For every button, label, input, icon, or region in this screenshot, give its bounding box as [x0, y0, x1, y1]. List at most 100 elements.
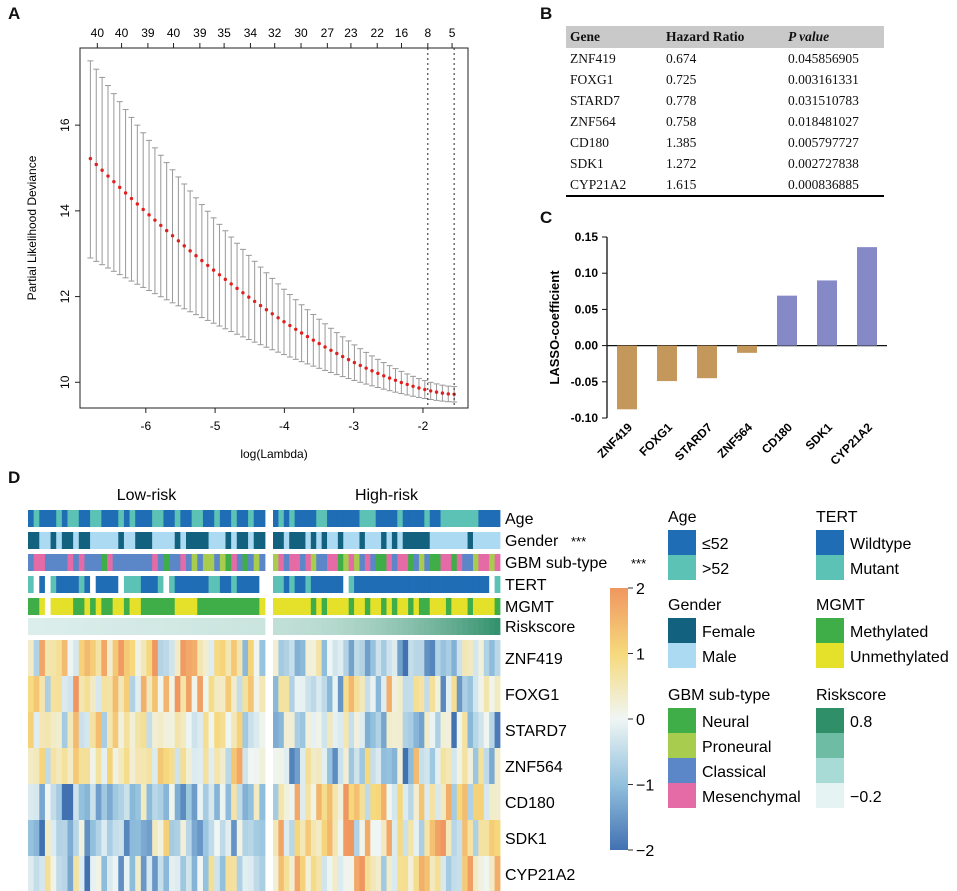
mean-point: [106, 174, 110, 178]
riskscore-legend-swatch: [816, 733, 844, 758]
heatmap-cell: [112, 748, 119, 785]
heatmap-cell: [191, 748, 198, 785]
riskscore-cell: [118, 618, 125, 635]
heatmap-cell: [283, 748, 290, 785]
annotation-cell: [305, 510, 312, 527]
annotation-cell: [169, 532, 176, 549]
heatmap-cell: [39, 820, 46, 857]
heatmap-cell: [248, 640, 255, 677]
heatmap-cell: [332, 640, 339, 677]
heatmap-cell: [375, 748, 382, 785]
annotation-cell: [118, 598, 125, 615]
heatmap-cell: [248, 676, 255, 713]
gender-legend-swatch: [668, 643, 696, 668]
heatmap-cell: [61, 640, 68, 677]
gene-label: FOXG1: [505, 687, 559, 704]
gender-legend-label: Male: [702, 649, 737, 666]
heatmap-cell: [231, 712, 238, 749]
heatmap-cell: [219, 784, 226, 821]
riskscore-cell: [370, 618, 377, 635]
heatmap-cell: [359, 748, 366, 785]
heatmap-cell: [402, 820, 409, 857]
riskscore-cell: [107, 618, 114, 635]
annotation-cell: [95, 510, 102, 527]
heatmap-cell: [107, 820, 114, 857]
heatmap-cell: [386, 748, 393, 785]
annotation-cell: [112, 576, 119, 593]
bar-cd180: [777, 295, 797, 346]
heatmap-cell: [418, 856, 425, 891]
annotation-cell: [197, 510, 204, 527]
annotation-cell: [424, 554, 431, 571]
mean-point: [340, 354, 345, 359]
heatmap-cell: [219, 676, 226, 713]
annotation-cell: [316, 510, 323, 527]
heatmap-cell: [253, 712, 260, 749]
annotation-cell: [408, 598, 414, 615]
annotation-cell: [354, 532, 360, 549]
heatmap-cell: [50, 748, 57, 785]
heatmap-cell: [61, 676, 68, 713]
heatmap-cell: [253, 676, 260, 713]
annotation-cell: [135, 576, 142, 593]
annotation-cell: [456, 598, 463, 615]
annotation-cell: [489, 598, 495, 615]
heatmap-cell: [359, 640, 366, 677]
table-row: CD180 1.385 0.005797727: [566, 132, 884, 153]
heatmap-cell: [90, 640, 97, 677]
heatmap-cell: [364, 748, 371, 785]
riskscore-cell: [386, 618, 393, 635]
riskscore-cell: [39, 618, 46, 635]
annotation-cell: [310, 598, 317, 615]
tert-legend-label: Mutant: [850, 561, 899, 578]
heatmap-cell: [364, 784, 371, 821]
mean-point: [182, 244, 186, 248]
heatmap-cell: [489, 712, 495, 749]
annotation-cell: [236, 554, 243, 571]
annotation-cell: [489, 532, 495, 549]
heatmap-cell: [418, 676, 425, 713]
riskscore-cell: [180, 618, 187, 635]
subtype-legend-label: Classical: [702, 764, 766, 781]
x-tick-label: SDK1: [803, 420, 836, 453]
heatmap-cell: [174, 640, 181, 677]
heatmap-cell: [337, 784, 344, 821]
heatmap-cell: [242, 856, 249, 891]
annotation-cell: [242, 576, 249, 593]
annotation-cell: [278, 576, 285, 593]
annotation-cell: [408, 510, 414, 527]
heatmap-cell: [208, 856, 215, 891]
annotation-cell: [135, 598, 142, 615]
annotation-cell: [259, 510, 266, 527]
annotation-cell: [483, 532, 490, 549]
heatmap-cell: [343, 640, 350, 677]
heatmap-cell: [375, 856, 382, 891]
riskscore-legend-swatch: [816, 783, 844, 808]
annotation-cell: [397, 598, 404, 615]
annotation-cell: [483, 576, 490, 593]
heatmap-cell: [259, 748, 266, 785]
x-tick-label: STARD7: [672, 420, 715, 463]
annotation-cell: [483, 554, 490, 571]
heatmap-cell: [242, 820, 249, 857]
heatmap-cell: [169, 712, 176, 749]
annotation-cell: [332, 576, 339, 593]
annotation-cell: [146, 510, 153, 527]
annotation-cell: [440, 576, 447, 593]
top-tick-label: 34: [244, 26, 258, 40]
annotation-cell: [118, 532, 125, 549]
colorbar-tick-label: 1: [636, 647, 645, 664]
annotation-cell: [186, 554, 193, 571]
heatmap-cell: [152, 748, 159, 785]
annotation-cell: [169, 576, 176, 593]
heatmap-cell: [248, 748, 255, 785]
heatmap-cell: [186, 640, 193, 677]
annotation-cell: [310, 510, 317, 527]
heatmap-cell: [391, 784, 398, 821]
annotation-cell: [370, 532, 377, 549]
heatmap-cell: [386, 856, 393, 891]
heatmap-cell: [208, 712, 215, 749]
heatmap-cell: [44, 784, 51, 821]
annotation-cell: [316, 598, 323, 615]
riskscore-cell: [112, 618, 119, 635]
